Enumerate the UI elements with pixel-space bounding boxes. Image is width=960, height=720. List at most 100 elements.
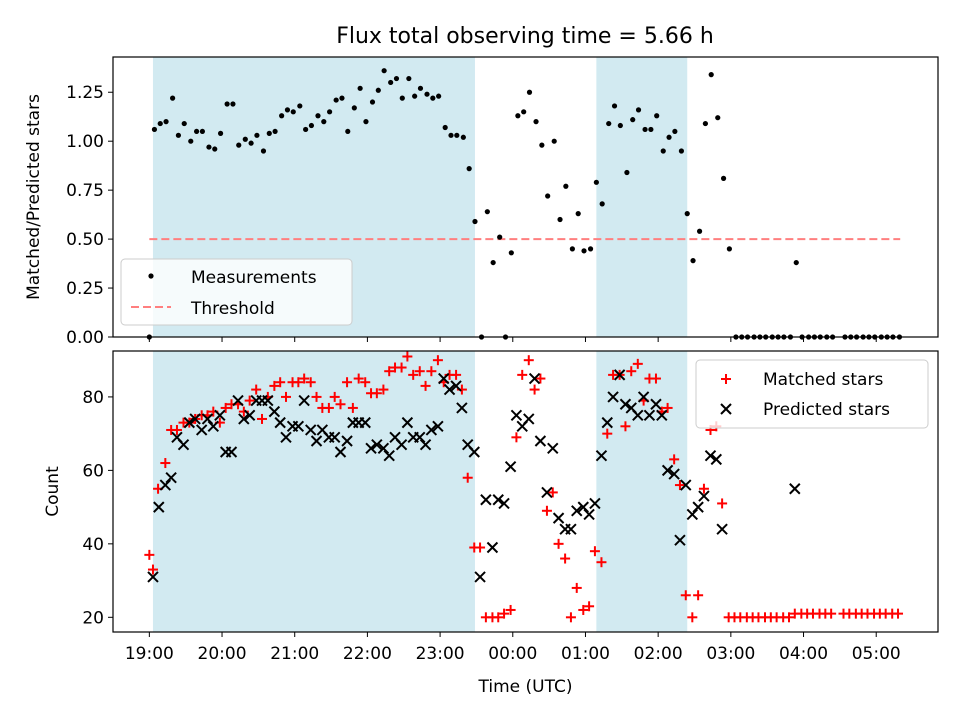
top-series-0-point xyxy=(254,132,260,138)
bottom-series-1-point-b xyxy=(462,438,474,451)
bottom-series-1-point xyxy=(298,394,310,407)
xtick-label: 23:00 xyxy=(416,644,465,664)
top-series-0-point xyxy=(230,101,236,107)
top-series-0-point xyxy=(690,258,696,264)
bottom-series-1-point-b xyxy=(674,534,686,546)
bottom-series-1-point-b xyxy=(577,501,589,513)
bottom-series-1-point xyxy=(359,416,371,429)
bottom-series-1-point-b xyxy=(310,435,323,447)
bottom-series-1-point-b xyxy=(238,413,250,425)
bottom-series-0-point xyxy=(396,362,407,373)
bottom-series-1-point-b xyxy=(541,486,553,499)
top-series-0-point xyxy=(569,246,575,252)
bottom-series-0-point xyxy=(280,391,291,402)
bottom-series-1-point xyxy=(395,438,408,451)
top-series-0-point xyxy=(436,93,442,99)
bottom-series-1-point-b xyxy=(716,523,728,535)
bottom-series-1-point-b xyxy=(498,497,510,510)
bottom-series-1-point xyxy=(280,431,292,444)
bottom-series-0-point xyxy=(620,421,631,432)
legend-marker-predicted-b xyxy=(720,403,732,415)
bottom-series-1-point xyxy=(547,442,559,455)
bottom-series-1-point xyxy=(601,416,613,429)
bottom-series-1-point xyxy=(438,372,450,385)
top-series-0-point xyxy=(515,113,521,119)
bottom-series-1-point-b xyxy=(547,442,559,455)
bottom-series-1-point-b xyxy=(583,508,595,521)
bottom-series-1-point-b xyxy=(643,409,656,421)
bottom-series-0-point xyxy=(220,402,231,413)
bottom-series-1-point xyxy=(523,413,535,425)
bottom-series-0-point xyxy=(674,480,685,491)
bottom-series-1-point xyxy=(486,541,499,554)
bottom-series-1-point-b xyxy=(341,435,353,447)
bottom-series-1-point-b xyxy=(637,391,650,403)
bottom-series-0-point xyxy=(783,612,794,623)
bottom-series-1-point-b xyxy=(268,405,281,418)
top-series-0-point xyxy=(345,128,351,135)
bottom-series-1-point-b xyxy=(165,472,177,484)
bottom-series-1-point xyxy=(704,449,717,462)
top-series-0-point xyxy=(303,126,309,133)
bottom-series-0-point xyxy=(353,373,364,384)
bottom-series-1-point-b xyxy=(371,438,383,451)
bottom-series-0-point xyxy=(662,402,673,413)
legend-box xyxy=(695,359,929,429)
bottom-series-1-point-b xyxy=(214,409,226,421)
bottom-series-1-point xyxy=(789,483,801,495)
bottom-series-0-point xyxy=(687,612,698,623)
bottom-series-1-point xyxy=(650,398,662,410)
bottom-series-1-point-b xyxy=(243,409,256,421)
bottom-series-1-point xyxy=(498,497,510,510)
legend-marker-matched xyxy=(721,374,731,384)
bottom-series-0-point xyxy=(602,428,613,439)
top-series-0-point xyxy=(333,97,339,103)
top-series-0-point xyxy=(284,107,291,113)
bottom-series-0-point xyxy=(826,608,837,619)
bottom-series-0-point xyxy=(329,391,340,402)
bottom-series-1-point-b xyxy=(292,420,305,433)
top-series-0-point xyxy=(696,228,703,234)
top-ytick-label: 1.25 xyxy=(66,83,104,103)
top-series-0-point xyxy=(593,179,599,185)
bottom-series-0-point xyxy=(402,351,413,362)
top-series-0-point xyxy=(575,211,581,217)
bottom-series-0-point xyxy=(505,604,516,615)
top-series-0-point xyxy=(472,218,478,225)
top-series-0-point xyxy=(666,134,672,140)
bottom-series-1-point xyxy=(661,464,674,477)
top-series-0-point xyxy=(708,72,714,78)
bottom-series-1-point xyxy=(201,413,214,425)
bottom-series-1-point xyxy=(589,497,601,510)
bottom-series-0-point xyxy=(275,377,286,388)
top-series-0-point xyxy=(290,109,296,115)
bottom-series-1-point-b xyxy=(414,431,426,444)
top-series-0-point xyxy=(648,126,654,133)
bottom-series-0-point xyxy=(378,384,389,395)
bottom-series-1-point-b xyxy=(686,508,699,521)
bottom-series-1-point-b xyxy=(571,505,583,517)
bottom-axes-frame xyxy=(112,350,939,633)
top-series-0-point xyxy=(351,105,357,111)
top-series-0-point xyxy=(406,75,412,82)
bottom-series-0-point xyxy=(698,483,709,494)
top-series-0-point xyxy=(297,103,303,109)
bottom-series-1-point xyxy=(377,442,390,455)
bottom-series-1-point-b xyxy=(523,413,535,425)
bottom-series-0-point xyxy=(650,373,661,384)
bottom-series-1-point xyxy=(341,435,353,447)
bottom-series-1-point-b xyxy=(183,416,196,429)
bottom-series-1-point-b xyxy=(383,449,395,462)
bottom-ytick-label: 40 xyxy=(82,535,104,555)
bottom-series-1-point xyxy=(480,494,492,506)
bottom-series-1-point-b xyxy=(704,449,717,462)
bottom-series-0-point xyxy=(680,590,691,601)
bottom-series-0-point xyxy=(420,380,431,391)
top-series-0-point xyxy=(242,136,248,142)
top-series-0-point xyxy=(587,246,594,252)
bottom-series-1-point xyxy=(577,501,589,513)
bottom-series-1-point-b xyxy=(280,431,292,444)
bottom-series-1-point-b xyxy=(201,413,214,425)
bottom-series-1-point-b xyxy=(450,380,462,392)
